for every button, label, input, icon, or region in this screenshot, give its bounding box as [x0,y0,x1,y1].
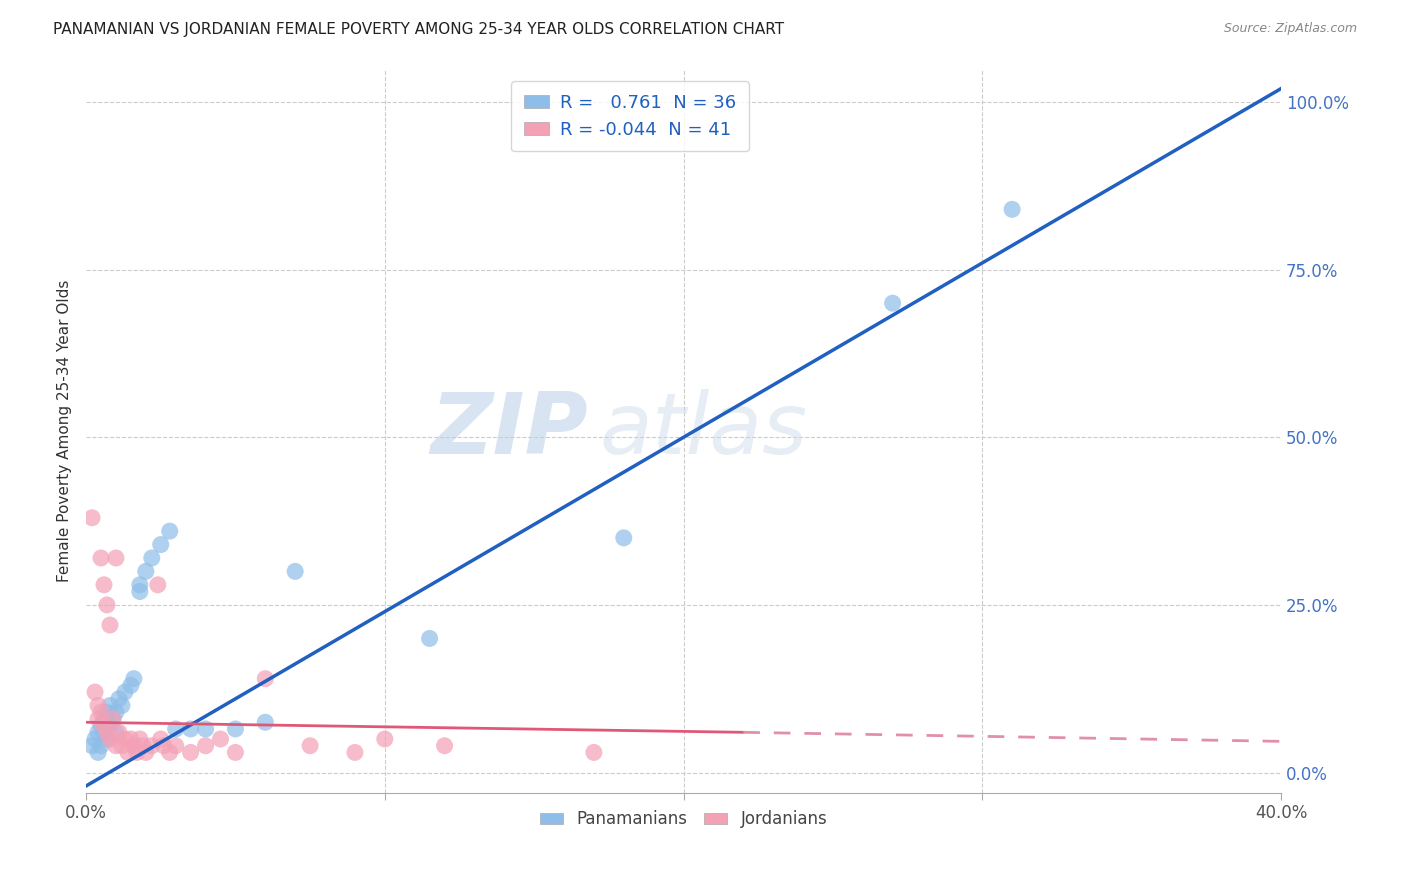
Point [254,715,277,730]
Point [117,746,139,760]
Point [104,739,127,753]
Point [84,731,107,746]
Point [159,746,181,760]
Point [96,598,118,612]
Point [93,718,115,732]
Point [90,551,112,566]
Point [146,578,169,592]
Point [98,618,121,632]
Point [582,746,605,760]
Point [165,722,187,736]
Point [101,712,124,726]
Point [374,731,396,746]
Point [433,739,456,753]
Point [1001,202,1024,217]
Point [165,739,187,753]
Point [149,538,172,552]
Text: Source: ZipAtlas.com: Source: ZipAtlas.com [1223,22,1357,36]
Point [128,578,150,592]
Point [93,725,115,739]
Point [96,725,118,739]
Point [120,731,142,746]
Point [224,746,246,760]
Point [224,722,246,736]
Point [111,698,134,713]
Point [114,731,136,746]
Point [104,551,127,566]
Point [84,685,107,699]
Point [98,731,121,746]
Point [80,739,103,753]
Point [125,746,148,760]
Point [194,739,217,753]
Point [254,672,277,686]
Point [80,510,103,524]
Text: ZIP: ZIP [430,389,588,472]
Point [180,746,202,760]
Point [141,551,163,566]
Point [159,524,181,538]
Point [284,565,307,579]
Legend: Panamanians, Jordanians: Panamanians, Jordanians [533,804,834,835]
Point [96,731,118,746]
Point [111,739,134,753]
Point [90,718,112,732]
Point [141,739,163,753]
Point [122,672,145,686]
Point [90,705,112,719]
Text: atlas: atlas [600,389,808,472]
Point [882,296,904,310]
Point [120,678,142,692]
Point [93,578,115,592]
Point [96,705,118,719]
Point [114,685,136,699]
Y-axis label: Female Poverty Among 25-34 Year Olds: Female Poverty Among 25-34 Year Olds [58,279,72,582]
Point [343,746,366,760]
Point [108,691,131,706]
Point [87,698,110,713]
Point [135,746,157,760]
Point [87,746,110,760]
Point [152,739,174,753]
Point [104,725,127,739]
Point [180,722,202,736]
Point [128,584,150,599]
Point [87,712,110,726]
Point [87,725,110,739]
Point [135,565,157,579]
Point [209,731,232,746]
Point [98,698,121,713]
Point [90,739,112,753]
Point [93,712,115,726]
Text: PANAMANIAN VS JORDANIAN FEMALE POVERTY AMONG 25-34 YEAR OLDS CORRELATION CHART: PANAMANIAN VS JORDANIAN FEMALE POVERTY A… [53,22,785,37]
Point [122,739,145,753]
Point [128,731,150,746]
Point [104,705,127,719]
Point [98,718,121,732]
Point [108,725,131,739]
Point [613,531,636,545]
Point [149,731,172,746]
Point [132,739,155,753]
Point [194,722,217,736]
Point [101,712,124,726]
Point [419,632,441,646]
Point [299,739,322,753]
